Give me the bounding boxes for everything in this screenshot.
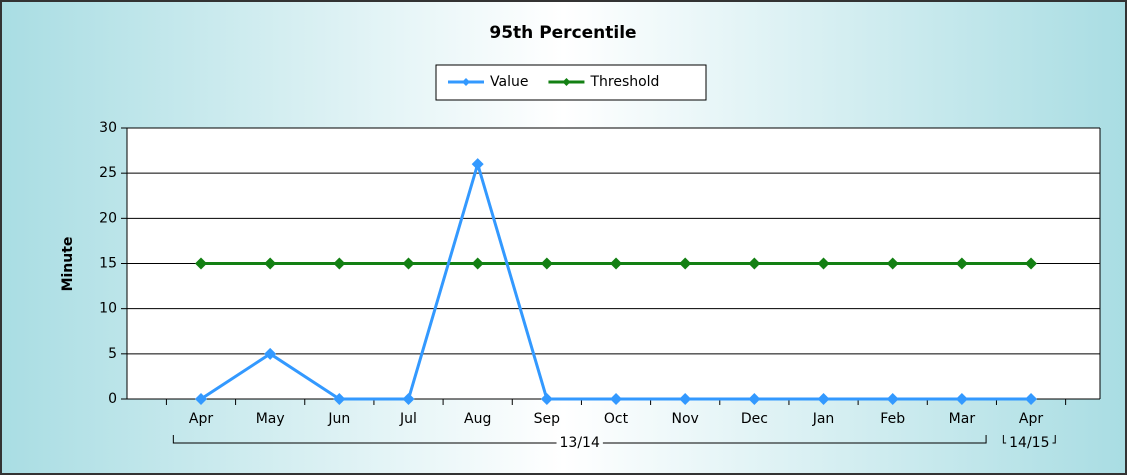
legend-label: Value (490, 74, 528, 90)
x-tick-label: Jan (812, 411, 835, 427)
legend-marker (562, 78, 571, 86)
data-point (679, 393, 692, 405)
x-tick-label: Mar (949, 411, 976, 427)
group-bracket (172, 435, 987, 444)
x-tick-label: Sep (534, 411, 561, 427)
x-tick-label: Apr (1019, 411, 1043, 427)
x-tick-label: Dec (741, 411, 768, 427)
data-point (817, 257, 830, 270)
y-tick-label: 5 (108, 346, 117, 362)
y-tick-label: 15 (99, 256, 117, 272)
y-tick-label: 20 (99, 210, 117, 226)
data-point (886, 257, 899, 270)
data-point (679, 257, 692, 270)
data-point (540, 393, 553, 405)
data-point (748, 393, 761, 405)
x-tick-label: Oct (604, 411, 629, 427)
data-point (471, 257, 484, 270)
y-tick-label: 10 (99, 301, 117, 317)
x-tick-label: Feb (880, 411, 905, 427)
x-tick-label: Jun (327, 411, 350, 427)
y-axis-label: Minute (60, 237, 76, 292)
data-point (1025, 393, 1038, 405)
data-point (955, 393, 968, 405)
data-point (471, 158, 484, 171)
x-tick-label: Aug (464, 411, 491, 427)
y-tick-label: 30 (99, 120, 117, 136)
data-point (195, 393, 207, 405)
data-point (540, 257, 553, 270)
x-tick-label: Apr (189, 411, 213, 427)
data-point (955, 257, 968, 270)
x-tick-label: May (256, 411, 285, 427)
chart-title: 95th Percentile (489, 23, 636, 43)
data-point (886, 393, 899, 405)
data-point (333, 393, 346, 405)
data-point (402, 257, 415, 270)
y-tick-label: 0 (108, 391, 117, 407)
data-point (333, 257, 346, 270)
y-tick-label: 25 (99, 165, 117, 181)
group-bracket (1002, 435, 1056, 444)
data-point (264, 347, 277, 360)
group-label: 13/14 (560, 435, 600, 451)
x-tick-label: Nov (672, 411, 699, 427)
data-point (610, 393, 623, 405)
data-point (817, 393, 830, 405)
data-point (264, 257, 277, 270)
data-point (195, 257, 207, 270)
legend-label: Threshold (589, 74, 659, 90)
legend-marker (462, 78, 470, 86)
group-label: 14/15 (1009, 435, 1049, 451)
data-point (748, 257, 761, 270)
x-tick-label: Jul (399, 411, 417, 427)
data-point (1025, 257, 1038, 270)
data-point (402, 393, 415, 405)
data-point (610, 257, 623, 270)
